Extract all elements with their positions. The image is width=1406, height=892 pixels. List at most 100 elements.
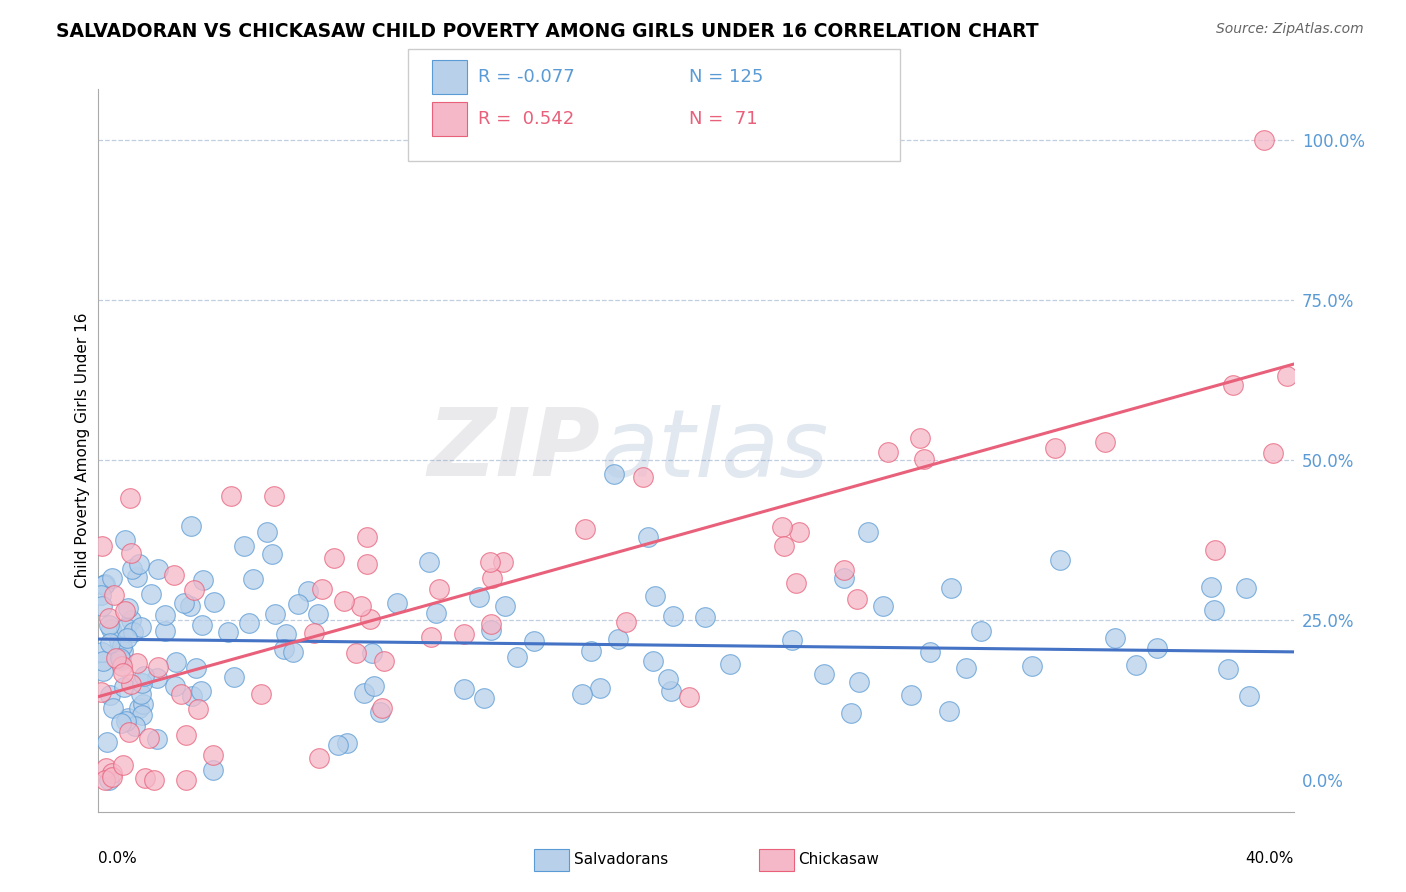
- Point: [780, 633, 803, 648]
- Point: [427, 582, 450, 596]
- Point: [370, 705, 392, 719]
- Point: [114, 533, 136, 547]
- Point: [232, 539, 254, 553]
- Point: [100, 622, 122, 636]
- Point: [1261, 445, 1284, 459]
- Point: [111, 665, 134, 680]
- Point: [134, 771, 156, 785]
- Point: [250, 687, 273, 701]
- Point: [173, 596, 195, 610]
- Point: [834, 571, 856, 585]
- Point: [120, 546, 142, 560]
- Point: [124, 719, 146, 733]
- Text: N = 125: N = 125: [689, 68, 763, 86]
- Point: [304, 625, 326, 640]
- Point: [165, 655, 187, 669]
- Point: [336, 736, 359, 750]
- Point: [970, 624, 993, 639]
- Point: [153, 608, 176, 623]
- Point: [138, 731, 160, 746]
- Point: [787, 525, 810, 540]
- Point: [125, 656, 148, 670]
- Point: [110, 651, 132, 665]
- Point: [287, 598, 309, 612]
- Point: [467, 591, 489, 605]
- Text: 0.0%: 0.0%: [98, 852, 138, 866]
- Point: [770, 520, 793, 534]
- Point: [129, 620, 152, 634]
- Point: [91, 664, 114, 678]
- Point: [637, 530, 659, 544]
- Point: [481, 571, 503, 585]
- Point: [361, 646, 384, 660]
- Point: [112, 644, 135, 658]
- Point: [328, 739, 350, 753]
- Point: [1043, 441, 1066, 455]
- Point: [132, 669, 155, 683]
- Point: [1094, 434, 1116, 449]
- Point: [657, 673, 679, 687]
- Point: [644, 589, 666, 603]
- Point: [120, 613, 142, 627]
- Point: [100, 770, 122, 784]
- Text: R = -0.077: R = -0.077: [478, 68, 575, 86]
- Point: [96, 761, 118, 775]
- Point: [359, 612, 381, 626]
- Point: [832, 563, 855, 577]
- Point: [579, 644, 602, 658]
- Point: [202, 595, 225, 609]
- Point: [141, 587, 163, 601]
- Point: [117, 601, 139, 615]
- Point: [103, 588, 125, 602]
- Point: [659, 683, 682, 698]
- Point: [120, 677, 142, 691]
- Point: [1222, 377, 1244, 392]
- Point: [105, 651, 128, 665]
- Point: [1239, 689, 1261, 703]
- Point: [163, 567, 186, 582]
- Point: [643, 654, 665, 668]
- Point: [939, 581, 962, 595]
- Point: [242, 572, 264, 586]
- Point: [385, 596, 408, 610]
- Point: [115, 714, 138, 728]
- Point: [297, 584, 319, 599]
- Point: [101, 701, 124, 715]
- Point: [201, 747, 224, 762]
- Point: [606, 632, 628, 647]
- Point: [373, 654, 395, 668]
- Point: [153, 624, 176, 638]
- Point: [115, 632, 138, 646]
- Text: N =  71: N = 71: [689, 110, 758, 128]
- Point: [1125, 657, 1147, 672]
- Point: [93, 578, 115, 592]
- Point: [356, 530, 378, 544]
- Point: [219, 489, 242, 503]
- Point: [479, 623, 502, 637]
- Text: atlas: atlas: [600, 405, 828, 496]
- Point: [121, 562, 143, 576]
- Point: [145, 671, 167, 685]
- Point: [121, 624, 143, 639]
- Point: [91, 539, 114, 553]
- Point: [115, 621, 138, 635]
- Point: [614, 615, 637, 630]
- Point: [129, 687, 152, 701]
- Point: [1204, 542, 1226, 557]
- Point: [94, 576, 117, 591]
- Point: [453, 627, 475, 641]
- Point: [848, 675, 870, 690]
- Point: [131, 707, 153, 722]
- Point: [662, 609, 685, 624]
- Point: [112, 681, 135, 695]
- Point: [472, 691, 495, 706]
- Point: [201, 763, 224, 777]
- Point: [101, 571, 124, 585]
- Point: [506, 650, 529, 665]
- Point: [170, 687, 193, 701]
- Point: [110, 715, 132, 730]
- Point: [479, 617, 502, 632]
- Point: [146, 732, 169, 747]
- Point: [118, 491, 141, 505]
- Text: Salvadorans: Salvadorans: [574, 853, 668, 867]
